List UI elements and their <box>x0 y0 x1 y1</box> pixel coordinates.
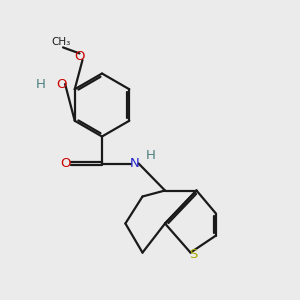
Text: O: O <box>56 77 67 91</box>
Text: O: O <box>60 157 70 170</box>
Text: H: H <box>36 77 45 91</box>
Text: N: N <box>130 157 140 170</box>
Text: H: H <box>146 148 155 162</box>
Text: O: O <box>74 50 85 64</box>
Text: CH₃: CH₃ <box>52 37 71 47</box>
Text: S: S <box>189 248 197 261</box>
